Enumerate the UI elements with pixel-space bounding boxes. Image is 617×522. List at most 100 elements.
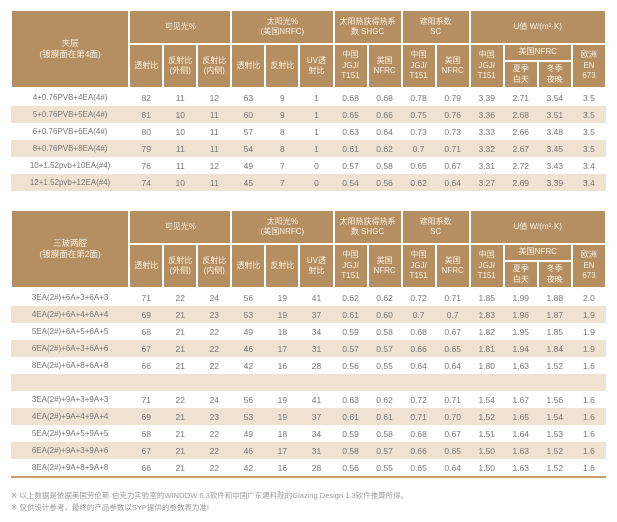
row-label: 3EA(2#)+9A+3+9A+3 [31, 395, 109, 404]
cell: 1.50 [478, 462, 495, 473]
cell: 0.73 [410, 126, 427, 137]
cell: 1.67 [512, 394, 530, 405]
cell: 74 [141, 177, 151, 188]
row-label: 4EA(2#)+9A+4+9A+4 [31, 412, 109, 421]
laminated-glass-table: 夹层 (镀膜面在第4面) 可见光% 太阳光% (美国NRFC) 太阳热获得热系 … [9, 9, 608, 191]
table-row: 8EA(2#)+6A+8+6A+8 66 21 22 42 16 28 0.56 0.55 0.6… [11, 357, 606, 374]
cell: 1.99 [512, 292, 530, 303]
cell: 11 [175, 160, 185, 171]
cell: 0.71 [444, 394, 461, 405]
cell: 1.6 [583, 462, 595, 473]
cell: 21 [175, 428, 185, 439]
triple-glazing-table: 三玻两腔 (镀膜面在第2面) 可见光% 太阳光% (美国NRFC) 太阳热获得热… [9, 209, 608, 478]
cell: 24 [209, 292, 220, 303]
cell: 54 [243, 143, 254, 154]
cell: 81 [141, 109, 151, 120]
cell: 1.81 [478, 343, 495, 354]
cell [163, 374, 197, 391]
cell: 1 [314, 92, 319, 103]
footnotes: ※ 以上数据是依据美国劳伦斯·伯克力实验室的WINDOW 6.3软件和中国广东建… [10, 490, 607, 515]
cell: 69 [141, 411, 151, 422]
cell: 16 [277, 360, 288, 371]
cell: 22 [175, 394, 185, 405]
cell: 1.9 [583, 326, 595, 337]
cell: 21 [175, 309, 185, 320]
cell: 45 [243, 177, 254, 188]
cell [231, 374, 265, 391]
col-u-winter-night: 冬季 夜晚 [536, 260, 573, 289]
col-uv-transmittance: UV透 射比 [298, 43, 335, 89]
cell: 1.63 [512, 445, 530, 456]
cell: 1.6 [583, 394, 595, 405]
cell: 3.5 [583, 126, 595, 137]
cell: 21 [175, 411, 185, 422]
cell: 3.4 [583, 177, 595, 188]
cell: 23 [209, 309, 220, 320]
cell: 0.59 [342, 326, 359, 337]
cell: 19 [277, 411, 288, 422]
cell: 0.68 [376, 92, 393, 103]
cell: 3.31 [478, 160, 495, 171]
row-label: 5EA(2#)+6A+5+6A+5 [31, 327, 109, 336]
cell: 0.65 [410, 462, 427, 473]
cell: 34 [311, 428, 322, 439]
cell: 21 [175, 326, 185, 337]
group-solar-light: 太阳光% (美国NRFC) [230, 209, 335, 245]
cell: 2.68 [512, 109, 530, 120]
group-u-value: U值 W/(m²·K) [468, 209, 608, 245]
cell: 11 [175, 143, 185, 154]
cell: 0.58 [376, 428, 393, 439]
cell: 0.56 [376, 177, 393, 188]
table-row: 4EA(2#)+6A+4+6A+4 69 21 23 53 19 37 0.61 0.60 0.7… [11, 306, 606, 323]
cell: 1.95 [512, 326, 530, 337]
col-sc-us: 美国 NFRC [434, 243, 471, 289]
table2-title: 三玻两腔 (镀膜面在第2面) [9, 209, 131, 289]
cell: 57 [243, 126, 254, 137]
row-label: 3EA(2#)+6A+3+6A+3 [31, 293, 109, 302]
table-row: 6+0.76PVB+6EA(4#) 80 10 11 57 8 1 0.63 0.64 0.73 0… [11, 123, 606, 140]
cell: 0.66 [410, 445, 427, 456]
cell: 19 [277, 292, 288, 303]
cell: 3.45 [546, 143, 564, 154]
cell: 1.83 [478, 309, 495, 320]
cell: 8 [280, 143, 285, 154]
cell: 0.64 [444, 177, 461, 188]
col-solar-transmittance: 透射比 [230, 243, 267, 289]
col-shgc-us: 美国 NFRC [366, 43, 403, 89]
cell: 1.87 [546, 309, 564, 320]
cell: 0.65 [444, 445, 461, 456]
cell: 16 [277, 462, 288, 473]
cell: 76 [141, 160, 151, 171]
cell: 0.72 [410, 292, 427, 303]
cell: 1.6 [583, 360, 595, 371]
cell: 53 [243, 411, 254, 422]
footnote: ※ 以上数据是依据美国劳伦斯·伯克力实验室的WINDOW 6.3软件和中国广东建… [11, 491, 409, 500]
table1-title: 夹层 (镀膜面在第4面) [9, 9, 131, 89]
cell [402, 374, 436, 391]
cell: 0.7 [412, 143, 425, 154]
cell: 0.61 [342, 411, 359, 422]
cell: 68 [141, 326, 151, 337]
col-u-us-nfrc: 美国NFRC [502, 43, 573, 62]
cell: 0.65 [410, 160, 427, 171]
table-row: 12+1.52pvb+12EA(#4) 74 10 11 45 7 0 0.54 0.56 0.6… [11, 174, 606, 191]
table-row: 6EA(2#)+9A+3+9A+6 67 21 22 46 17 31 0.58 0.57 0.6… [11, 442, 606, 459]
cell: 0.64 [376, 126, 393, 137]
cell: 0.57 [342, 160, 359, 171]
cell: 22 [209, 343, 220, 354]
cell: 0 [314, 160, 319, 171]
cell: 22 [175, 292, 185, 303]
col-u-winter-night: 冬季 夜晚 [536, 60, 573, 89]
cell: 11 [209, 177, 219, 188]
col-u-europe: 欧洲 EN 673 [570, 43, 608, 89]
cell: 3.33 [478, 126, 495, 137]
cell: 1.54 [478, 394, 495, 405]
cell: 0.67 [444, 428, 461, 439]
cell [538, 374, 572, 391]
col-u-summer-day: 夏季 白天 [502, 60, 539, 89]
cell: 0.58 [342, 445, 359, 456]
cell: 18 [277, 428, 288, 439]
col-reflectance-in: 反射比 (内侧) [196, 243, 233, 289]
cell: 53 [243, 309, 254, 320]
cell: 1.96 [512, 309, 530, 320]
